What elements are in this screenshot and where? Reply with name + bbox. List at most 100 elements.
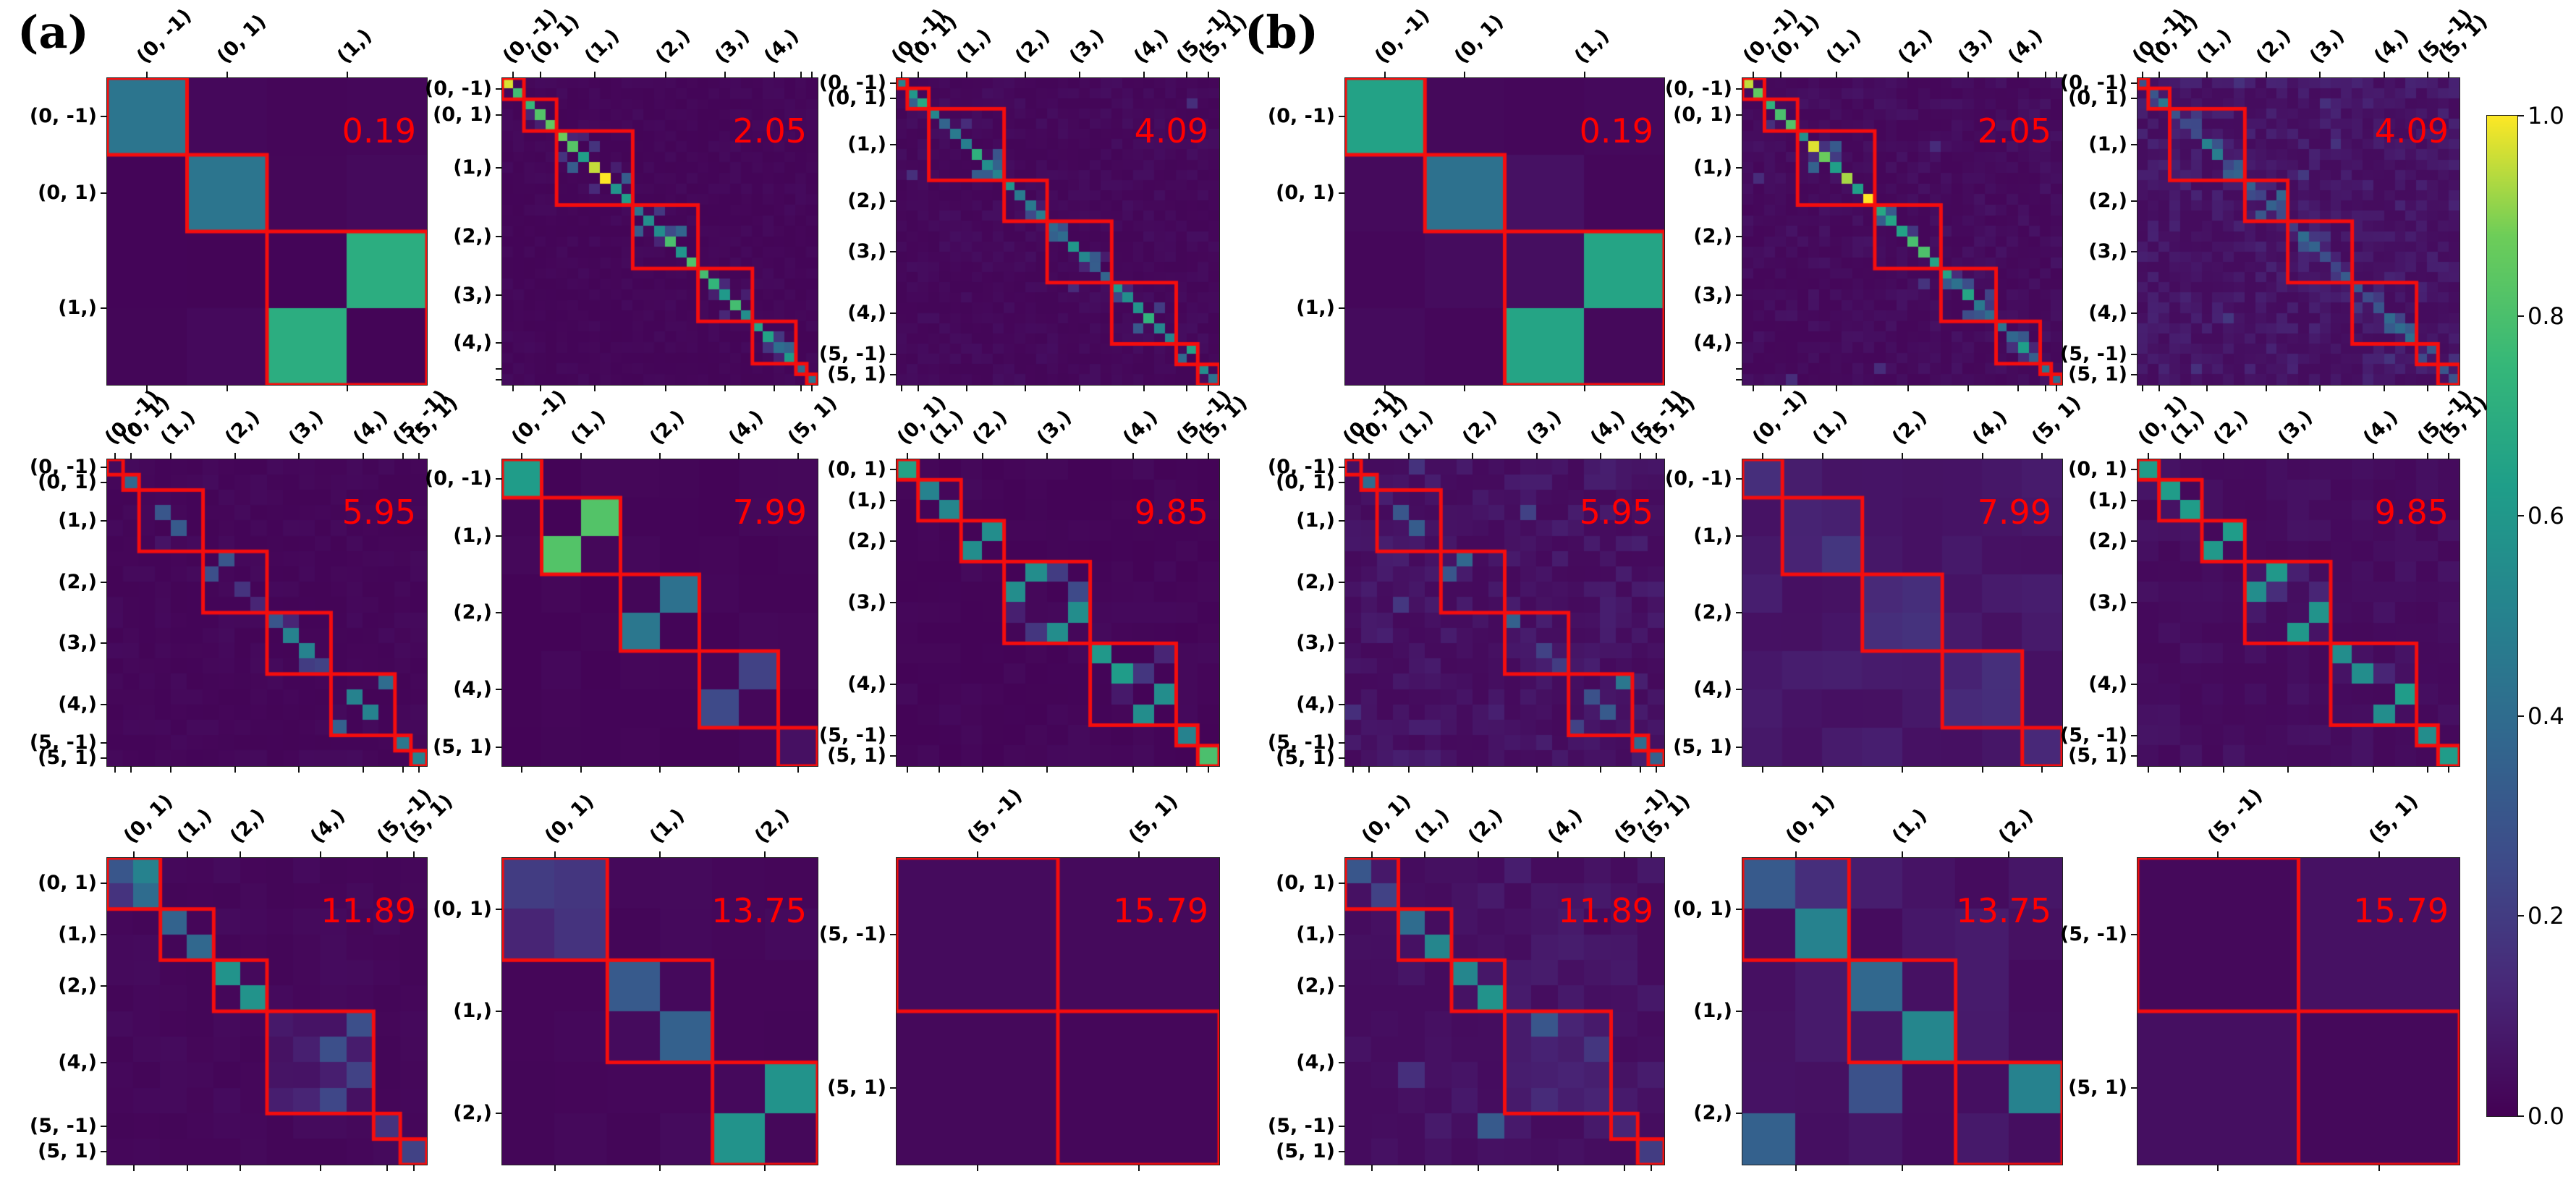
row-tick-label: (2,) (453, 225, 492, 248)
axis-tick (496, 236, 502, 238)
row-tick-label: (0, 1) (827, 458, 886, 481)
row-tick-label: (5, 1) (1276, 747, 1335, 770)
axis-tick (146, 385, 148, 391)
row-tick-label: (0, -1) (818, 72, 886, 95)
col-tick-label: (1,) (2192, 25, 2237, 68)
axis-tick (1821, 453, 1823, 459)
axis-tick (1761, 453, 1763, 459)
axis-tick (1736, 612, 1742, 613)
axis-tick (1078, 385, 1080, 391)
colorbar-tick (2517, 715, 2524, 717)
axis-tick (1650, 1165, 1652, 1171)
row-tick-label: (0, -1) (29, 455, 97, 478)
axis-tick (2448, 385, 2450, 391)
row-tick-label: (3,) (453, 283, 492, 306)
axis-tick (1339, 883, 1345, 885)
axis-tick (1835, 385, 1837, 391)
row-tick-label: (0, -1) (1267, 105, 1335, 127)
energy-annotation: 7.99 (1977, 493, 2051, 532)
axis-tick (186, 1165, 188, 1171)
axis-tick (1046, 453, 1048, 459)
row-tick-label: (5, -1) (29, 731, 97, 754)
axis-tick (496, 294, 502, 296)
heatmap-canvas-b8 (1742, 857, 2063, 1165)
col-tick-label: (1,) (332, 25, 376, 68)
col-tick-label: (4,) (759, 25, 803, 68)
axis-tick (890, 683, 897, 685)
axis-tick (101, 883, 107, 885)
axis-tick (1368, 766, 1370, 773)
axis-tick (1902, 851, 1903, 858)
axis-tick (811, 72, 813, 78)
col-tick-label: (4,) (1543, 804, 1587, 848)
row-tick-label: (2,) (453, 1102, 492, 1125)
axis-tick (1907, 385, 1909, 391)
row-tick-label: (0, 1) (1276, 470, 1335, 493)
axis-tick (890, 312, 897, 315)
col-tick-label: (3,) (2273, 406, 2317, 449)
row-tick-label: (4,) (453, 678, 492, 700)
axis-tick (234, 766, 236, 773)
heatmap-canvas-b2 (1742, 77, 2063, 386)
col-tick-label: (1,) (1821, 25, 1865, 68)
axis-tick (226, 72, 228, 78)
axis-tick (1736, 88, 1742, 90)
axis-tick (800, 72, 802, 78)
row-tick-label: (0, 1) (38, 470, 97, 493)
heatmap-canvas-a5 (501, 459, 818, 767)
row-tick-label: (5, -1) (2059, 723, 2127, 747)
row-tick-label: (5, -1) (1267, 1115, 1335, 1137)
axis-tick (1535, 453, 1538, 459)
col-tick-label: (4,) (1967, 406, 2012, 449)
axis-tick (2448, 453, 2450, 459)
axis-tick (1339, 742, 1345, 744)
colorbar-tick-label: 0.6 (2528, 502, 2564, 530)
row-tick-label: (5, -1) (818, 923, 886, 945)
axis-tick (2008, 1165, 2010, 1171)
energy-annotation: 4.09 (2374, 111, 2449, 150)
col-tick-label: (4,) (1585, 406, 1630, 449)
axis-tick (2206, 72, 2208, 78)
row-tick-label: (5, 1) (2068, 744, 2127, 767)
row-tick-label: (4,) (58, 1050, 97, 1073)
axis-tick (496, 746, 502, 748)
axis-tick (2426, 766, 2428, 773)
energy-annotation: 5.95 (342, 493, 416, 532)
axis-tick (1025, 385, 1027, 391)
axis-tick (2384, 72, 2386, 78)
axis-tick (496, 88, 502, 90)
row-tick-label: (4,) (58, 693, 97, 716)
energy-annotation: 0.19 (342, 111, 416, 150)
col-tick-label: (3,) (1033, 406, 1077, 449)
axis-tick (496, 341, 502, 344)
col-tick-label: (0, 1) (119, 790, 177, 848)
axis-tick (2426, 385, 2428, 391)
col-tick-label: (0, -1) (1370, 4, 1434, 69)
row-tick-label: (2,) (1693, 225, 1732, 248)
energy-annotation: 2.05 (1977, 111, 2051, 150)
row-tick-label: (1,) (1693, 524, 1732, 547)
axis-tick (659, 851, 661, 858)
heatmap-canvas-b4 (1344, 459, 1665, 767)
axis-tick (738, 766, 740, 773)
axis-tick (1339, 307, 1345, 309)
axis-tick (593, 72, 596, 78)
axis-tick (1599, 766, 1601, 773)
axis-tick (939, 453, 941, 459)
axis-tick (797, 453, 799, 459)
axis-tick (1623, 851, 1625, 858)
axis-tick (1736, 1011, 1742, 1012)
axis-tick (2142, 385, 2144, 391)
colorbar-tick (2517, 315, 2524, 317)
axis-tick (226, 385, 228, 391)
axis-tick (1583, 72, 1585, 78)
axis-tick (2179, 453, 2182, 459)
axis-tick (2131, 143, 2138, 145)
axis-tick (890, 98, 897, 100)
axis-tick (346, 385, 348, 391)
axis-tick (890, 540, 897, 543)
axis-tick (1370, 1165, 1373, 1171)
axis-tick (496, 1011, 502, 1012)
axis-tick (1339, 704, 1345, 706)
axis-tick (2319, 72, 2321, 78)
